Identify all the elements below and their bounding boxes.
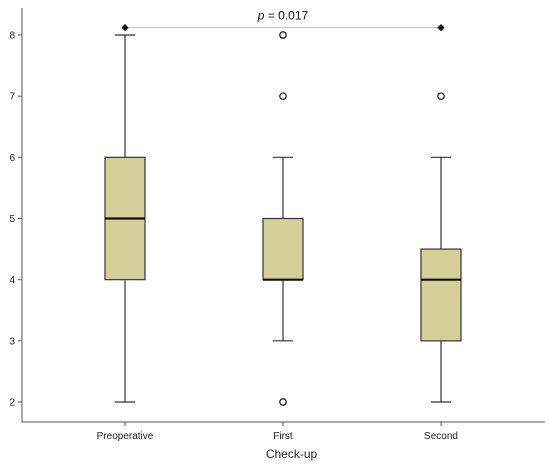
x-axis-title: Check-up [266,447,318,461]
box-group [262,31,304,406]
y-tick-label: 6 [9,153,15,164]
box-group [420,92,462,403]
y-tick-label: 2 [9,398,15,409]
significance-marker [437,24,445,32]
y-tick-label: 5 [9,214,15,225]
y-tick-label: 3 [9,336,15,347]
y-tick-label: 8 [9,31,15,42]
y-tick-label: 7 [9,92,15,103]
significance-label: p = 0.017 [257,9,309,23]
iqr-box [262,217,304,281]
p-value: = 0.017 [264,9,308,23]
p-symbol: p [257,9,265,23]
y-tick-label: 4 [9,275,15,286]
outlier-point [437,92,445,101]
box-group [104,34,146,403]
x-tick-label: Second [424,431,458,442]
x-tick-label: First [273,431,293,442]
outlier-point [279,398,287,406]
significance-marker [121,24,129,32]
outlier-point [279,92,287,101]
plot-area: 2 3 4 5 6 7 8 Preoperative First Second [9,8,545,442]
iqr-box [420,248,462,342]
x-tick-label: Preoperative [97,431,154,442]
outlier-point [279,31,287,39]
